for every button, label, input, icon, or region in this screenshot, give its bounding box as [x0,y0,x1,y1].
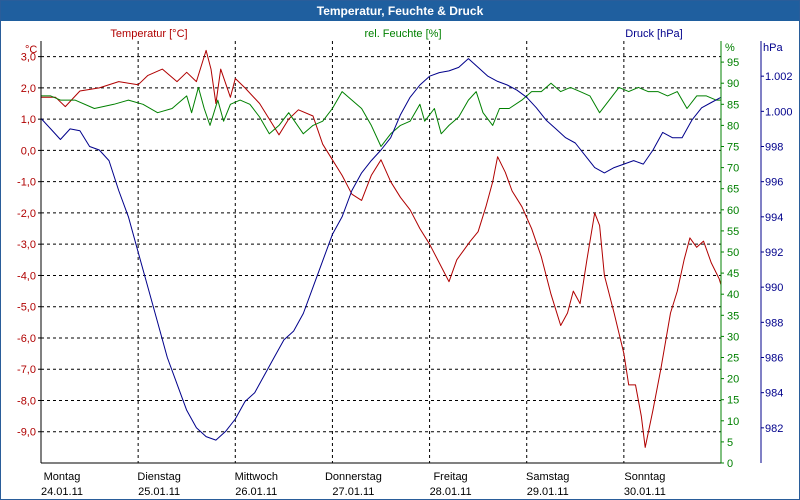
humidity-tick-label: 25 [727,353,739,365]
x-tick-date-label: 27.01.11 [332,486,374,498]
temperature-unit-label: °C [25,44,37,56]
temperature-tick-label: -4,0 [17,270,36,282]
temperature-tick-label: 2,0 [21,83,36,95]
pressure-tick-label: 982 [765,423,783,435]
x-tick-day-label: Samstag [526,471,569,483]
temperature-tick-label: -1,0 [17,177,36,189]
humidity-tick-label: 65 [727,184,739,196]
humidity-tick-label: 80 [727,120,739,132]
pressure-tick-label: 1.002 [765,71,793,83]
x-tick-day-label: Dienstag [137,471,180,483]
humidity-tick-label: 20 [727,374,739,386]
humidity-axis-title: rel. Feuchte [%] [364,28,441,40]
pressure-unit-label: hPa [763,42,783,54]
x-tick-date-label: 30.01.11 [624,486,666,498]
x-tick-date-label: 29.01.11 [527,486,569,498]
x-tick-day-label: Donnerstag [325,471,382,483]
series-layer [40,49,722,448]
humidity-tick-label: 70 [727,163,739,175]
humidity-tick-label: 5 [727,437,733,449]
x-tick-day-label: Montag [44,471,81,483]
x-tick-day-label: Sonntag [624,471,665,483]
x-tick-day-label: Freitag [433,471,467,483]
temperature-tick-label: -2,0 [17,208,36,220]
humidity-series-line [41,82,721,147]
pressure-tick-label: 996 [765,177,783,189]
humidity-tick-label: 95 [727,57,739,69]
pressure-tick-label: 998 [765,142,783,154]
temperature-tick-label: -5,0 [17,302,36,314]
labels: 3,0 2,0 1,0 0,0 -1,0 -2,0 -3,0 -4,0 -5,0 -6,0 -7,0… [17,28,793,498]
humidity-tick-label: 85 [727,99,739,111]
x-tick-day-label: Mittwoch [235,471,278,483]
humidity-tick-label: 15 [727,395,739,407]
pressure-tick-label: 994 [765,212,783,224]
humidity-tick-label: 10 [727,416,739,428]
pressure-tick-label: 992 [765,247,783,259]
x-tick-date-label: 24.01.11 [41,486,83,498]
window-title: Temperatur, Feuchte & Druck [1,1,799,21]
pressure-tick-label: 988 [765,317,783,329]
temperature-tick-label: 0,0 [21,145,36,157]
humidity-tick-label: 35 [727,310,739,322]
x-tick-date-label: 25.01.11 [138,486,180,498]
x-tick-date-label: 26.01.11 [235,486,277,498]
pressure-tick-label: 1.000 [765,106,793,118]
x-tick-date-label: 28.01.11 [430,486,472,498]
humidity-tick-label: 0 [727,458,733,470]
humidity-tick-label: 90 [727,78,739,90]
temperature-axis-title: Temperatur [°C] [110,28,187,40]
temperature-tick-label: -3,0 [17,239,36,251]
temperature-tick-label: -6,0 [17,333,36,345]
humidity-tick-label: 75 [727,142,739,154]
humidity-tick-label: 55 [727,226,739,238]
axes [38,41,764,464]
pressure-axis-title: Druck [hPa] [625,28,682,40]
temperature-tick-label: -9,0 [17,427,36,439]
temperature-tick-label: 3,0 [21,52,36,64]
temperature-series-line [41,49,722,448]
pressure-series-line [40,58,722,441]
pressure-tick-label: 990 [765,282,783,294]
humidity-tick-label: 60 [727,205,739,217]
humidity-tick-label: 40 [727,289,739,301]
humidity-tick-label: 50 [727,247,739,259]
pressure-tick-label: 986 [765,353,783,365]
humidity-unit-label: % [725,42,735,54]
humidity-tick-label: 45 [727,268,739,280]
temperature-tick-label: 1,0 [21,114,36,126]
temperature-tick-label: -7,0 [17,364,36,376]
temperature-tick-label: -8,0 [17,395,36,407]
pressure-tick-label: 984 [765,388,783,400]
humidity-tick-label: 30 [727,331,739,343]
grid [41,41,721,463]
